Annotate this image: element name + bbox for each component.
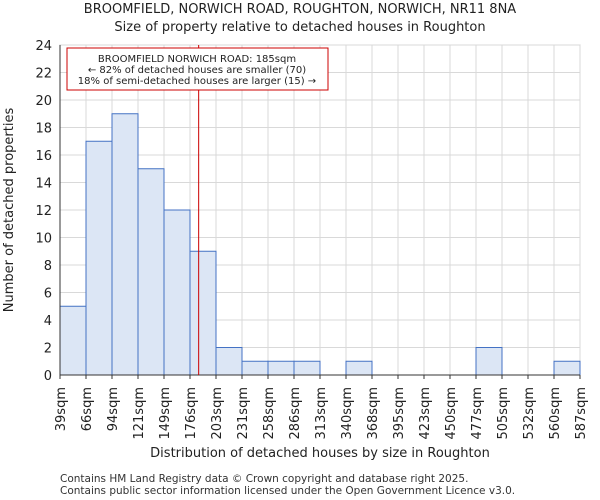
y-tick-label: 8 bbox=[44, 259, 52, 274]
bar bbox=[85, 140, 113, 376]
x-tick-label: 66sqm bbox=[80, 387, 95, 431]
x-tick-label: 176sqm bbox=[184, 387, 199, 440]
y-tick-label: 4 bbox=[44, 314, 52, 329]
annotation-box bbox=[66, 47, 329, 91]
y-tick-label: 20 bbox=[35, 94, 52, 109]
bar bbox=[163, 209, 191, 376]
bar bbox=[241, 360, 269, 376]
annotation-line: 18% of semi-detached houses are larger (… bbox=[78, 76, 316, 87]
y-tick-label: 0 bbox=[44, 369, 52, 384]
x-tick-label: 450sqm bbox=[444, 387, 459, 440]
footer-copyright: Contains HM Land Registry data © Crown c… bbox=[60, 473, 469, 485]
x-tick-label: 39sqm bbox=[54, 387, 69, 431]
annotation-line: BROOMFIELD NORWICH ROAD: 185sqm bbox=[98, 54, 296, 65]
bar bbox=[553, 360, 581, 376]
chart-subtitle: Size of property relative to detached ho… bbox=[114, 20, 486, 35]
bar bbox=[475, 347, 503, 376]
y-tick-label: 10 bbox=[35, 232, 52, 247]
annotation: BROOMFIELD NORWICH ROAD: 185sqm← 82% of … bbox=[66, 47, 329, 91]
x-tick-label: 94sqm bbox=[106, 387, 121, 431]
x-tick-label: 121sqm bbox=[132, 387, 147, 440]
bar bbox=[267, 360, 295, 376]
y-tick-label: 2 bbox=[44, 342, 52, 357]
x-tick-label: 532sqm bbox=[522, 387, 537, 440]
x-tick-label: 368sqm bbox=[366, 387, 381, 440]
bar bbox=[111, 113, 139, 376]
x-tick-label: 560sqm bbox=[548, 387, 563, 440]
x-tick-label: 258sqm bbox=[262, 387, 277, 440]
x-tick-label: 395sqm bbox=[392, 387, 407, 440]
annotation-line: ← 82% of detached houses are smaller (70… bbox=[88, 65, 306, 76]
chart-title: BROOMFIELD, NORWICH ROAD, ROUGHTON, NORW… bbox=[83, 2, 517, 17]
x-tick-label: 203sqm bbox=[210, 387, 225, 440]
bars bbox=[59, 113, 581, 376]
x-tick-label: 423sqm bbox=[418, 387, 433, 440]
x-axis-label: Distribution of detached houses by size … bbox=[150, 446, 490, 461]
y-tick-label: 22 bbox=[35, 67, 52, 82]
bar bbox=[293, 360, 321, 376]
x-tick-label: 231sqm bbox=[236, 387, 251, 440]
footer-licence: Contains public sector information licen… bbox=[60, 485, 516, 497]
y-tick-label: 14 bbox=[35, 177, 52, 192]
y-tick-label: 24 bbox=[35, 39, 52, 54]
y-tick-label: 16 bbox=[35, 149, 52, 164]
x-tick-label: 477sqm bbox=[470, 387, 485, 440]
bar bbox=[345, 360, 373, 376]
axes bbox=[59, 45, 581, 379]
y-tick-label: 6 bbox=[44, 287, 52, 302]
bar bbox=[137, 168, 165, 376]
x-tick-label: 149sqm bbox=[158, 387, 173, 440]
y-axis-label: Number of detached properties bbox=[2, 108, 17, 313]
x-tick-label: 505sqm bbox=[496, 387, 511, 440]
bar bbox=[215, 347, 243, 376]
x-tick-label: 340sqm bbox=[340, 387, 355, 440]
bar bbox=[189, 250, 217, 376]
x-tick-label: 587sqm bbox=[574, 387, 589, 440]
x-tick-label: 313sqm bbox=[314, 387, 329, 440]
y-tick-label: 18 bbox=[35, 122, 52, 137]
x-tick-label: 286sqm bbox=[288, 387, 303, 440]
bar bbox=[59, 305, 87, 376]
y-tick-label: 12 bbox=[35, 204, 52, 219]
